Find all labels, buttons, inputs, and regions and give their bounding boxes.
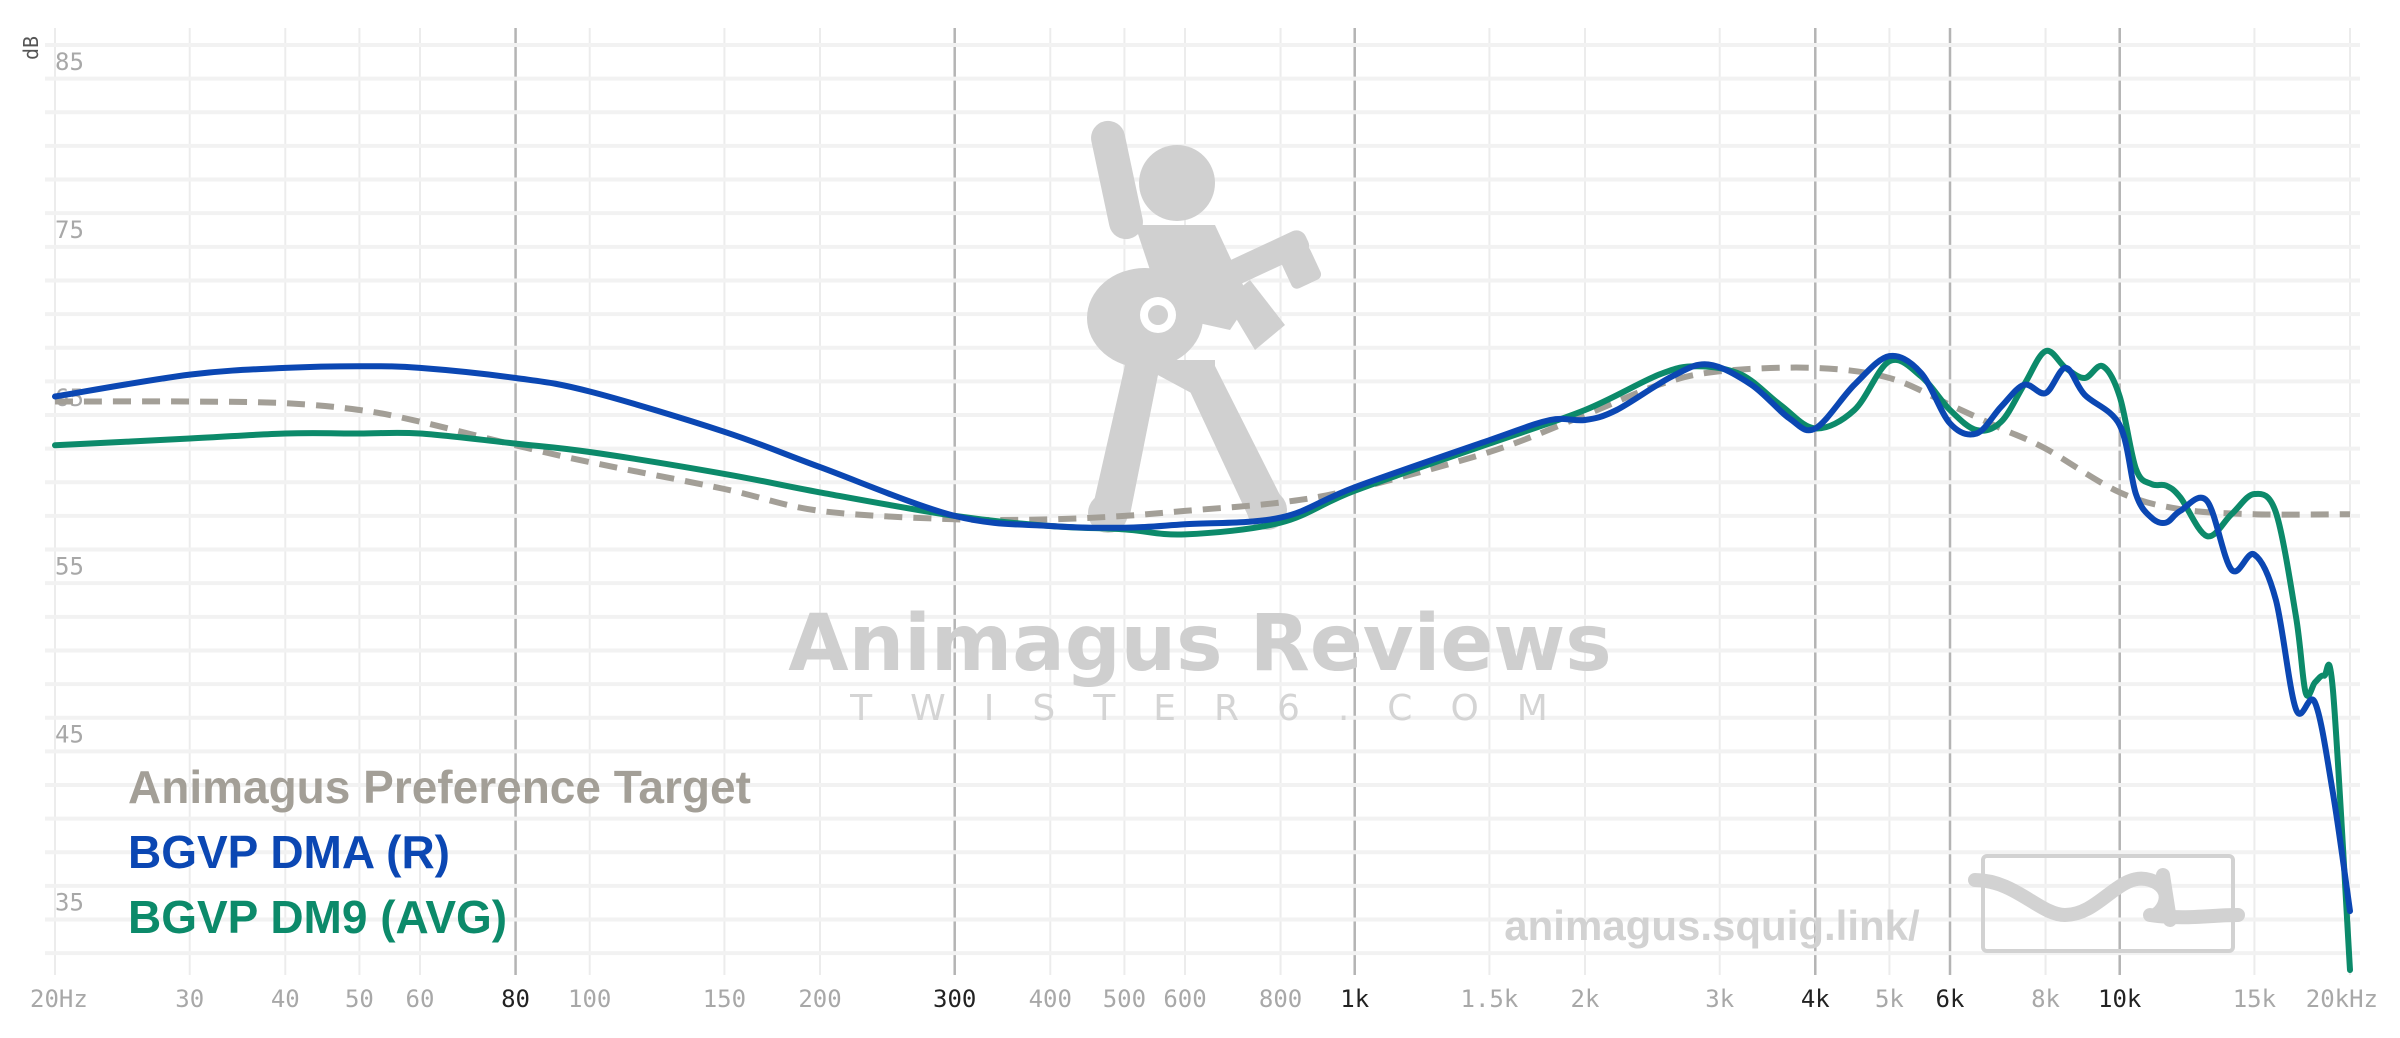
- x-tick-label: 50: [345, 985, 374, 1013]
- x-tick-label: 10k: [2098, 985, 2142, 1013]
- series-line-target[interactable]: [54, 364, 2351, 524]
- series-line-dm9[interactable]: [52, 347, 2353, 973]
- x-tick-label: 4k: [1801, 985, 1830, 1013]
- x-tick-label: 2k: [1571, 985, 1600, 1013]
- x-tick-label: 300: [933, 985, 976, 1013]
- y-tick-label: 35: [55, 889, 84, 917]
- guitar-player-icon: [1087, 120, 1322, 533]
- x-tick-label: 20kHz: [2306, 985, 2378, 1013]
- series-line-dma[interactable]: [52, 352, 2353, 915]
- x-tick-label: 30: [175, 985, 204, 1013]
- x-tick-label: 40: [271, 985, 300, 1013]
- x-tick-label: 15k: [2233, 985, 2277, 1013]
- x-tick-label: 5k: [1875, 985, 1904, 1013]
- x-tick-label: 200: [798, 985, 841, 1013]
- y-tick-label: 45: [55, 721, 84, 749]
- x-tick-label: 6k: [1936, 985, 1965, 1013]
- squig-logo: [1968, 854, 2245, 953]
- y-grid-lines: [45, 43, 2360, 956]
- x-tick-label: 80: [501, 985, 530, 1013]
- legend-item-target[interactable]: Animagus Preference Target: [128, 761, 751, 813]
- legend: Animagus Preference Target BGVP DMA (R) …: [128, 761, 751, 943]
- x-tick-label: 60: [406, 985, 435, 1013]
- legend-item-dma[interactable]: BGVP DMA (R): [128, 826, 450, 878]
- x-tick-label: 150: [703, 985, 746, 1013]
- x-tick-label: 3k: [1705, 985, 1734, 1013]
- x-tick-label: 100: [568, 985, 611, 1013]
- y-tick-label: 85: [55, 48, 84, 76]
- x-tick-label: 500: [1103, 985, 1146, 1013]
- x-tick-label: 8k: [2031, 985, 2060, 1013]
- x-tick-label: 1.5k: [1461, 985, 1519, 1013]
- watermark-subtitle: TWISTER6.COM: [849, 688, 1586, 729]
- y-tick-label: 55: [55, 552, 84, 580]
- x-tick-label: 1k: [1340, 985, 1369, 1013]
- x-tick-label: 800: [1259, 985, 1302, 1013]
- y-axis-unit: dB: [19, 36, 43, 60]
- x-axis-labels: 20Hz 30 40 50 60 80 100 150 200 300 400 500 600 800 1k…: [30, 985, 2378, 1013]
- legend-item-dm9[interactable]: BGVP DM9 (AVG): [128, 891, 507, 943]
- watermark-title: Animagus Reviews: [788, 599, 1611, 689]
- series-layer: [52, 347, 2353, 973]
- x-tick-label: 400: [1029, 985, 1072, 1013]
- watermark-url: animagus.squig.link/: [1504, 902, 1920, 949]
- x-tick-label: 600: [1163, 985, 1206, 1013]
- x-tick-label: 20Hz: [30, 985, 88, 1013]
- y-tick-label: 75: [55, 216, 84, 244]
